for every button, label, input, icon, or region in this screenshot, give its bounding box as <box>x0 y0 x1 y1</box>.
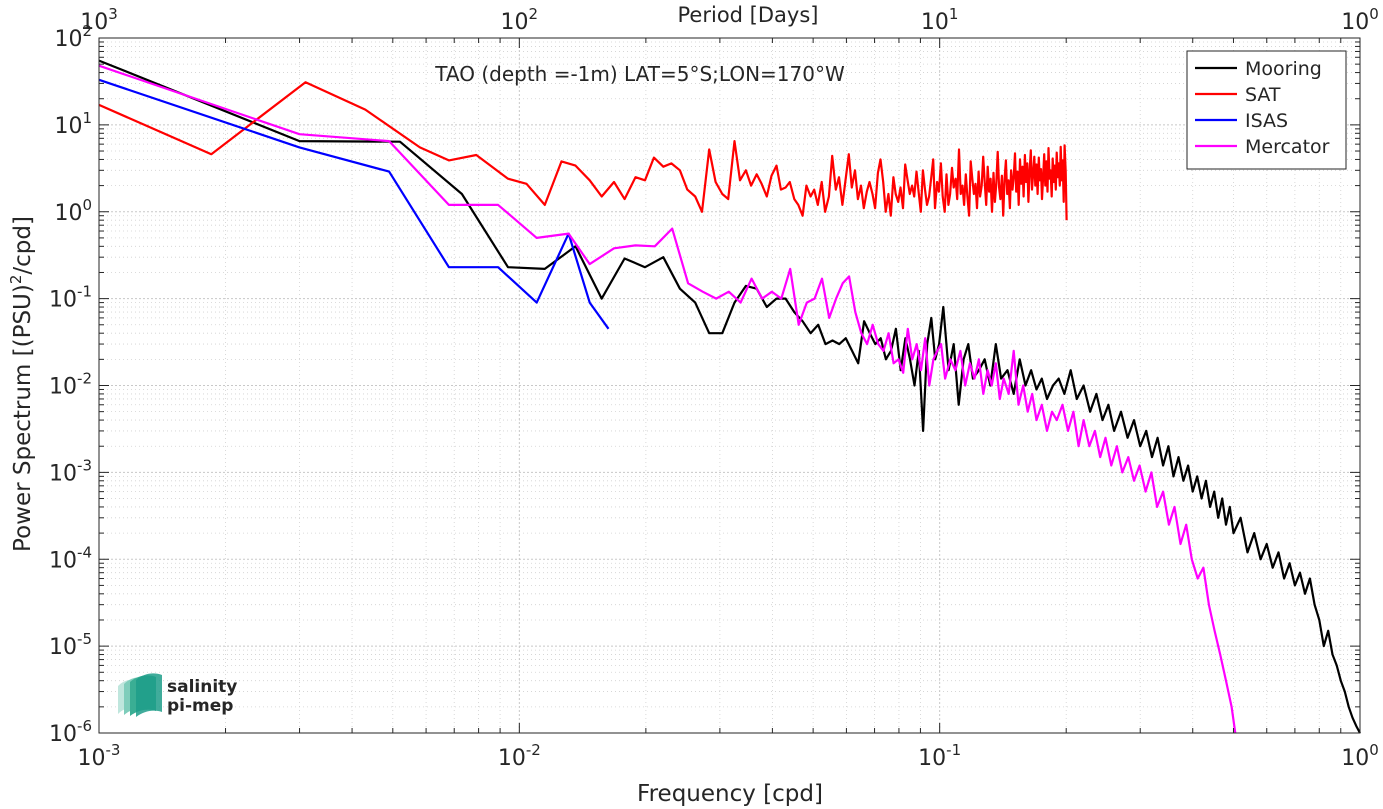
top-tick-base: 10 <box>80 10 108 35</box>
legend-label-sat: SAT <box>1245 84 1281 106</box>
y-tick-label: 102 <box>54 22 92 52</box>
top-tick-exp: 1 <box>949 5 959 23</box>
top-tick-exp: 3 <box>108 5 118 23</box>
top-tick-base: 10 <box>1341 10 1369 35</box>
top-axis-label: Period [Days] <box>678 3 819 27</box>
legend-label-mooring: Mooring <box>1245 58 1322 80</box>
y-axis-label-tail: /cpd] <box>10 216 36 275</box>
y-tick-base: 10 <box>49 461 77 486</box>
x-tick-base: 10 <box>78 746 106 771</box>
series-line-isas <box>98 78 610 330</box>
legend-label-isas: ISAS <box>1245 110 1288 132</box>
x-tick-label: 100 <box>1341 741 1379 771</box>
y-tick-base: 10 <box>49 548 77 573</box>
chart-title: TAO (depth =-1m) LAT=5°S;LON=170°W <box>434 62 845 86</box>
x-tick-exp: -1 <box>946 741 961 759</box>
y-tick-exp: -2 <box>77 370 92 388</box>
y-tick-label: 10-2 <box>49 370 92 400</box>
logo-text-salinity: salinity <box>167 677 237 697</box>
x-axis-label: Frequency [cpd] <box>637 781 823 807</box>
y-tick-exp: -1 <box>77 283 92 301</box>
top-tick-label: 102 <box>501 5 539 35</box>
top-tick-label: 100 <box>1341 5 1379 35</box>
x-tick-exp: 0 <box>1369 741 1379 759</box>
y-tick-base: 10 <box>49 288 77 313</box>
x-tick-label: 10-2 <box>498 741 541 771</box>
y-tick-label: 100 <box>54 196 92 226</box>
y-tick-label: 101 <box>54 109 92 139</box>
series-line-mooring <box>98 59 1361 734</box>
x-tick-label: 10-3 <box>78 741 121 771</box>
y-tick-label: 10-1 <box>49 283 92 313</box>
y-tick-base: 10 <box>49 375 77 400</box>
x-tick-base: 10 <box>1341 746 1369 771</box>
y-tick-label: 10-4 <box>49 543 92 573</box>
y-tick-exp: -6 <box>77 717 92 735</box>
x-tick-base: 10 <box>498 746 526 771</box>
legend-box <box>1186 50 1347 170</box>
y-tick-label: 10-6 <box>49 717 92 747</box>
y-tick-exp: -4 <box>77 543 92 561</box>
y-tick-base: 10 <box>54 114 82 139</box>
y-tick-exp: -5 <box>77 630 92 648</box>
legend-label-mercator: Mercator <box>1245 136 1330 158</box>
y-tick-exp: -3 <box>77 456 92 474</box>
y-tick-base: 10 <box>54 27 82 52</box>
top-tick-label: 103 <box>80 5 118 35</box>
y-tick-base: 10 <box>49 635 77 660</box>
y-axis-label: Power Spectrum [(PSU)2/cpd] <box>7 216 36 552</box>
logo-text-pi-mep: pi-mep <box>167 696 233 716</box>
y-tick-label: 10-5 <box>49 630 92 660</box>
series-line-mercator <box>98 64 1237 734</box>
y-axis-label-main: Power Spectrum [(PSU) <box>10 284 36 552</box>
top-tick-label: 101 <box>921 5 959 35</box>
top-tick-exp: 2 <box>529 5 539 23</box>
y-tick-exp: 0 <box>82 196 92 214</box>
y-tick-base: 10 <box>49 722 77 747</box>
x-tick-exp: -2 <box>526 741 541 759</box>
y-tick-exp: 2 <box>82 22 92 40</box>
y-tick-base: 10 <box>54 201 82 226</box>
y-axis-label-sup: 2 <box>7 275 25 285</box>
top-tick-base: 10 <box>921 10 949 35</box>
top-tick-exp: 0 <box>1369 5 1379 23</box>
series-line-sat <box>98 81 1068 221</box>
top-tick-base: 10 <box>501 10 529 35</box>
x-tick-base: 10 <box>918 746 946 771</box>
y-tick-exp: 1 <box>82 109 92 127</box>
legend: Mooring SAT ISAS Mercator <box>1186 50 1347 170</box>
x-tick-exp: -3 <box>106 741 121 759</box>
salinity-pi-mep-logo: salinity pi-mep <box>118 673 237 717</box>
ticks-layer <box>98 37 1361 734</box>
series-layer <box>98 59 1361 734</box>
major-grid <box>98 37 1361 734</box>
x-tick-labels: 10-3 10-2 10-1 100 <box>78 741 1379 771</box>
x-tick-label: 10-1 <box>918 741 961 771</box>
wave-logo-icon <box>118 673 162 717</box>
top-tick-labels: 103 102 101 100 <box>80 5 1379 35</box>
y-tick-label: 10-3 <box>49 456 92 486</box>
